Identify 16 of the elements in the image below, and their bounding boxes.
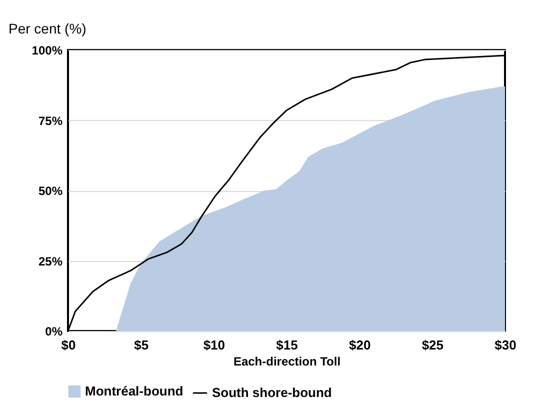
y-tick-label: 100% bbox=[32, 44, 63, 58]
x-axis-title: Each-direction Toll bbox=[233, 354, 341, 368]
y-tick-label: 0% bbox=[45, 324, 63, 338]
legend-label: South shore-bound bbox=[212, 385, 332, 400]
y-tick-label: 50% bbox=[38, 184, 63, 198]
y-tick-label: 75% bbox=[38, 114, 63, 128]
y-tick-label: 25% bbox=[38, 254, 63, 268]
legend-label: Montréal-bound bbox=[85, 384, 184, 398]
y-axis-title: Per cent (%) bbox=[8, 20, 86, 36]
x-tick-label: $5 bbox=[134, 338, 149, 352]
x-tick-label: $0 bbox=[61, 338, 76, 352]
x-tick-label: $15 bbox=[276, 338, 298, 352]
x-tick-label: $25 bbox=[422, 338, 444, 352]
x-tick-label: $30 bbox=[494, 338, 516, 352]
x-tick-label: $20 bbox=[348, 338, 371, 352]
x-tick-label: $10 bbox=[203, 338, 226, 352]
